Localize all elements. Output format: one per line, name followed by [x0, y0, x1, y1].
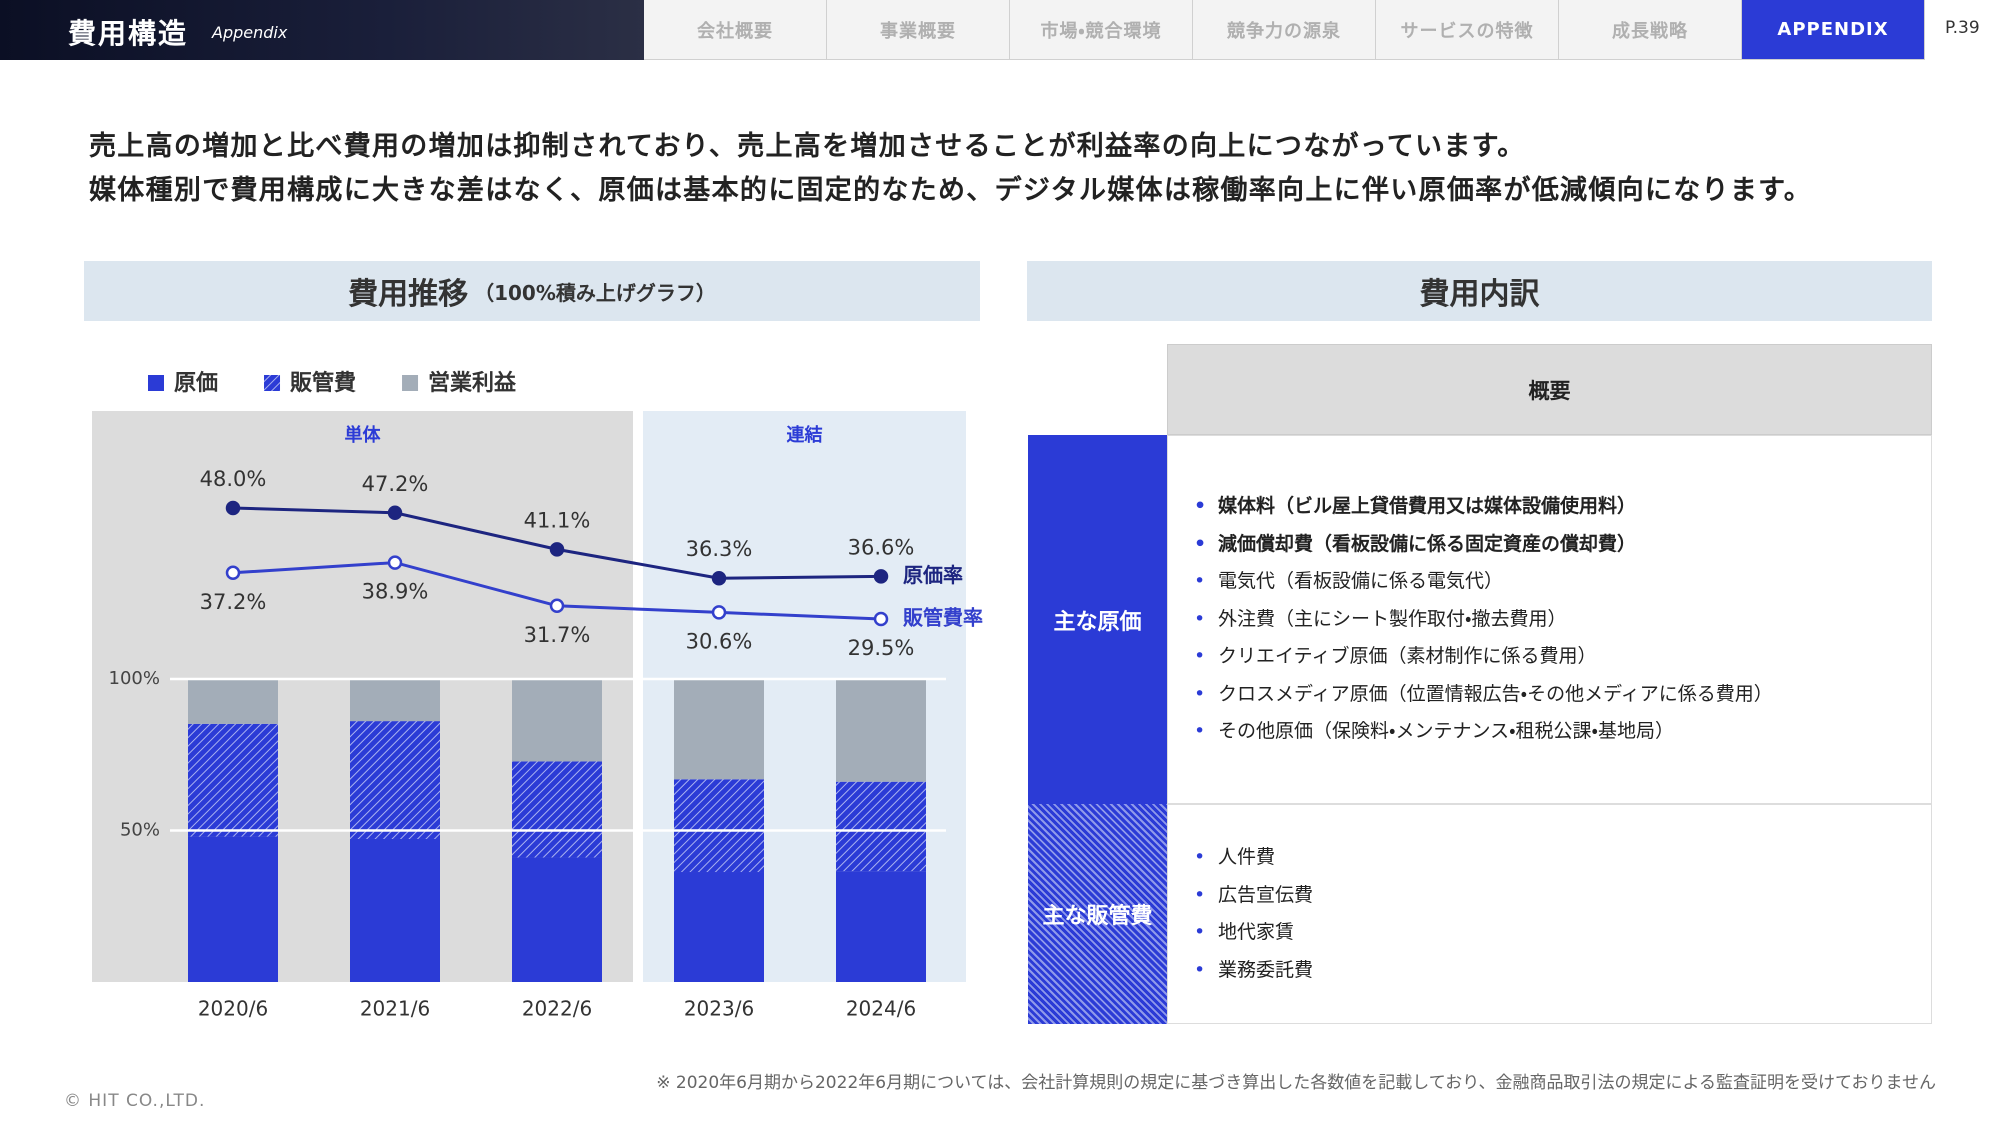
y-tick-label: 50% [120, 820, 160, 841]
x-tick-label: 2022/6 [522, 997, 592, 1021]
rate-point [711, 570, 727, 586]
bar-segment [674, 679, 764, 780]
row-cell: 媒体料（ビル屋上貸借費用又は媒体設備使用料）減価償却費（看板設備に係る固定資産の… [1167, 435, 1932, 804]
nav-tab[interactable]: 会社概要 [644, 0, 827, 60]
rate-point [225, 565, 241, 581]
footnote: ※ 2020年6月期から2022年6月期については、会社計算規則の規定に基づき算… [656, 1073, 1936, 1093]
list-item: クロスメディア原価（位置情報広告・その他メディアに係る費用） [1194, 676, 1773, 714]
list-item: 外注費（主にシート製作取付・撤去費用） [1194, 601, 1773, 639]
chart-title: 費用推移 [348, 277, 469, 312]
y-tick-label: 100% [109, 668, 160, 689]
nav-tab[interactable]: APPENDIX [1742, 0, 1925, 60]
x-tick-label: 2023/6 [684, 997, 754, 1021]
page-number: P.39 [1945, 18, 1980, 38]
bar-segment [188, 723, 278, 837]
bar-segment [674, 779, 764, 873]
data-label: 29.5% [848, 636, 915, 660]
data-label: 37.2% [200, 590, 267, 614]
data-label: 48.0% [200, 467, 267, 491]
copyright: © HIT CO.,LTD. [64, 1091, 206, 1111]
bar-segment [512, 679, 602, 762]
chart-header: 費用推移 （100%積み上げグラフ） [84, 261, 980, 321]
data-label: 47.2% [362, 472, 429, 496]
bar-segment [836, 871, 926, 982]
row-cell: 人件費広告宣伝費地代家賃業務委託費 [1167, 804, 1932, 1024]
region-label: 単体 [345, 424, 382, 446]
bar-segment [350, 679, 440, 722]
nav-tab[interactable]: 成長戦略 [1559, 0, 1742, 60]
legend-label: 販管費 [290, 370, 356, 396]
bar-segment [350, 721, 440, 839]
rate-point [549, 598, 565, 614]
bar-segment [512, 857, 602, 982]
nav-tab[interactable]: 事業概要 [827, 0, 1010, 60]
rate-point [873, 611, 889, 627]
nav-tab[interactable]: 競争力の源泉 [1193, 0, 1376, 60]
page-subtitle: Appendix [212, 23, 288, 42]
item-list: 媒体料（ビル屋上貸借費用又は媒体設備使用料）減価償却費（看板設備に係る固定資産の… [1194, 488, 1773, 751]
headline: 売上高の増加と比べ費用の増加は抑制されており、売上高を増加させることが利益率の向… [89, 131, 1526, 162]
rate-point [225, 500, 241, 516]
bar-segment [350, 838, 440, 982]
rate-point [873, 569, 889, 584]
table-header: 費用内訳 [1027, 261, 1932, 321]
title-bar: 費用構造 Appendix [0, 0, 644, 60]
data-label: 31.7% [524, 623, 591, 647]
data-label: 30.6% [686, 629, 753, 653]
list-item: クリエイティブ原価（素材制作に係る費用） [1194, 638, 1773, 676]
bar-segment [836, 781, 926, 872]
bar-segment [836, 679, 926, 782]
headline: 媒体種別で費用構成に大きな差はなく、原価は基本的に固定的なため、デジタル媒体は稼… [89, 175, 1813, 206]
x-tick-label: 2024/6 [846, 997, 916, 1021]
list-item: 人件費 [1194, 839, 1313, 877]
bar-segment [188, 679, 278, 724]
list-item: 電気代（看板設備に係る電気代） [1194, 563, 1773, 601]
list-item: 媒体料（ビル屋上貸借費用又は媒体設備使用料） [1194, 488, 1773, 526]
data-label: 36.3% [686, 537, 753, 561]
x-tick-label: 2020/6 [198, 997, 268, 1021]
table-title: 費用内訳 [1419, 277, 1540, 312]
data-label: 41.1% [524, 508, 591, 532]
column-header: 概要 [1167, 344, 1932, 435]
page-title: 費用構造 [68, 17, 189, 50]
item-list: 人件費広告宣伝費地代家賃業務委託費 [1194, 839, 1313, 989]
data-label: 38.9% [362, 580, 429, 604]
bar-segment [188, 836, 278, 982]
data-label: 36.6% [848, 535, 915, 559]
rate-point [387, 505, 403, 521]
series-label: 販管費率 [903, 606, 983, 630]
list-item: 地代家賃 [1194, 914, 1313, 952]
list-item: 業務委託費 [1194, 952, 1313, 990]
legend-label: 営業利益 [428, 370, 517, 396]
nav-tab[interactable]: 市場・競合環境 [1010, 0, 1193, 60]
legend-swatch [402, 375, 419, 391]
chart: 単体 連結 2020/6 2021/6 2022/6 2023/6 2024/6 50% 100… [92, 370, 983, 1021]
nav-tabs: 会社概要 事業概要 市場・競合環境 競争力の源泉 サービスの特徴 成長戦略 APPENDIX [644, 0, 1925, 60]
list-item: その他原価（保険料・メンテナンス・租税公課・基地局） [1194, 713, 1773, 751]
legend-swatch [264, 375, 281, 391]
chart-subtitle: （100%積み上げグラフ） [474, 280, 716, 305]
rate-point [711, 605, 727, 620]
legend-swatch [148, 375, 164, 391]
rate-point [549, 542, 565, 557]
region-label: 連結 [787, 424, 823, 446]
bar-segment [512, 761, 602, 858]
x-tick-label: 2021/6 [360, 997, 430, 1021]
legend-label: 原価 [174, 371, 218, 396]
row-label: 主な販管費 [1028, 804, 1167, 1024]
rate-point [387, 555, 403, 570]
list-item: 減価償却費（看板設備に係る固定資産の償却費） [1194, 526, 1773, 564]
series-label: 原価率 [903, 563, 963, 587]
bar-segment [674, 872, 764, 982]
nav-tab[interactable]: サービスの特徴 [1376, 0, 1559, 60]
list-item: 広告宣伝費 [1194, 877, 1313, 915]
row-label: 主な原価 [1028, 435, 1167, 804]
